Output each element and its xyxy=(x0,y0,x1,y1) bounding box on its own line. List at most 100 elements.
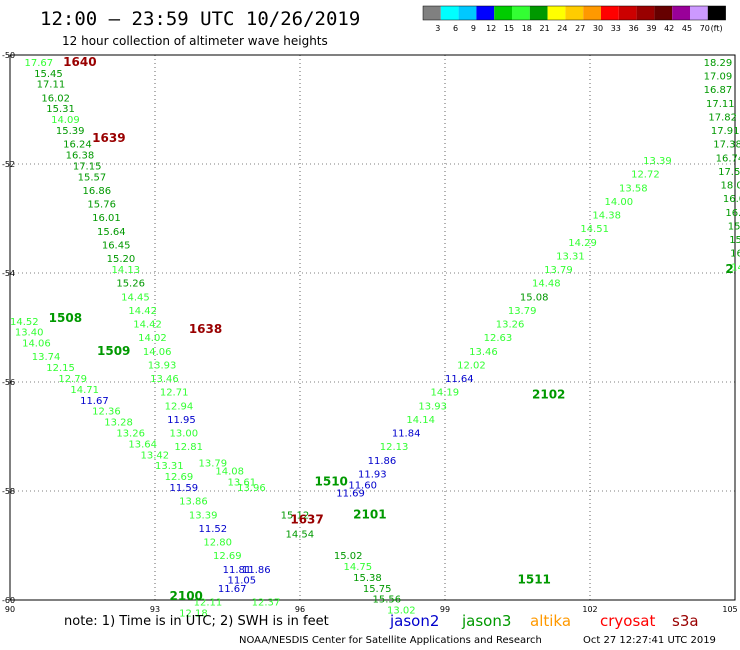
wave-height-point: 11.52 xyxy=(199,524,228,535)
wave-height-point: 17.38 xyxy=(713,140,740,151)
pass-label: 1638 xyxy=(189,322,222,336)
colorbar-tick-label: 15 xyxy=(504,24,514,33)
satellite-legend-jason2: jason2 xyxy=(389,612,439,630)
wave-height-colorbar: 3 6 9 12 15 18 21 24 27 30 33 36 39 42 45 70 (ft) xyxy=(422,5,726,33)
wave-height-point: 14.48 xyxy=(532,279,561,290)
wave-height-point: 14.38 xyxy=(592,211,621,222)
wave-height-point: 13.46 xyxy=(150,374,179,385)
wave-height-point: 14.14 xyxy=(406,415,435,426)
colorbar-swatch xyxy=(440,6,459,20)
longitude-tick-label: 93 xyxy=(150,605,160,614)
satellite-legend-jason3: jason3 xyxy=(461,612,511,630)
wave-height-point: 11.81 xyxy=(223,565,252,576)
wave-height-point: 13.39 xyxy=(643,156,672,167)
wave-height-point: 14.75 xyxy=(344,562,373,573)
wave-height-point: 11.95 xyxy=(167,415,196,426)
pass-labels: 1640 1639 1508 1638 1509 1510 2101 1637 2102 1511… xyxy=(49,55,734,603)
wave-height-point: 13.42 xyxy=(141,450,170,461)
wave-height-point: 14.45 xyxy=(121,292,150,303)
colorbar-tick-label: 36 xyxy=(629,24,639,33)
wave-height-point: 14.09 xyxy=(51,115,80,126)
wave-height-point: 13.93 xyxy=(148,360,177,371)
wave-height-point: 14.19 xyxy=(431,388,460,399)
wave-height-point: 13.31 xyxy=(155,461,184,472)
colorbar-border xyxy=(422,5,726,21)
wave-height-point: 12.02 xyxy=(457,360,486,371)
wave-height-point: 17.15 xyxy=(73,161,102,172)
wave-height-point: 13.46 xyxy=(469,347,498,358)
wave-height-point: 15.76 xyxy=(87,200,116,211)
wave-height-point: 14.54 xyxy=(286,529,315,540)
wave-height-point: 17.82 xyxy=(708,112,737,123)
colorbar-swatch xyxy=(547,6,566,20)
wave-height-point: 16.01 xyxy=(92,213,121,224)
wave-height-point: 13.79 xyxy=(544,265,573,276)
colorbar-swatch xyxy=(654,6,673,20)
colorbar-swatch xyxy=(690,6,708,20)
colorbar-tick-label: 33 xyxy=(611,24,621,33)
wave-height-point: 15.39 xyxy=(56,126,85,137)
wave-height-point: 13.93 xyxy=(418,401,447,412)
latitude-tick-label: -54 xyxy=(2,269,15,278)
colorbar-tick-label: 9 xyxy=(471,24,476,33)
longitude-tick-label: 96 xyxy=(295,605,305,614)
wave-height-point: 17.11 xyxy=(37,80,66,91)
footer-credit: NOAA/NESDIS Center for Satellite Applica… xyxy=(239,635,542,646)
wave-height-point: 14.02 xyxy=(138,333,167,344)
colorbar-swatch xyxy=(529,6,548,20)
wave-height-point: 17.5 xyxy=(718,167,740,178)
wave-height-point: 13.26 xyxy=(496,320,525,331)
colorbar-swatch xyxy=(565,6,584,20)
longitude-tick-label: 99 xyxy=(440,605,450,614)
wave-height-point: 16.02 xyxy=(41,93,70,104)
wave-height-point: 15.64 xyxy=(97,227,126,238)
wave-height-point: 12.71 xyxy=(160,388,189,399)
wave-height-point: 15.08 xyxy=(520,292,549,303)
wave-height-point: 12.37 xyxy=(252,597,281,608)
wave-height-point: 14 xyxy=(731,262,740,273)
wave-height-point: 17.67 xyxy=(25,58,54,69)
wave-height-point: 15.02 xyxy=(334,551,363,562)
wave-height-point: 11.67 xyxy=(80,396,109,407)
longitude-tick-label: 90 xyxy=(5,605,15,614)
wave-height-point: 15.56 xyxy=(373,595,402,606)
pass-label: 2100 xyxy=(170,589,203,603)
wave-height-points: 17.6715.4517.1116.0215.3114.0915.3916.24… xyxy=(10,58,740,619)
wave-height-point: 11.59 xyxy=(170,483,199,494)
wave-height-point: 12.80 xyxy=(203,538,232,549)
colorbar-swatch xyxy=(476,6,495,20)
wave-height-point: 15.12 xyxy=(281,510,310,521)
pass-label: 1508 xyxy=(49,311,82,325)
colorbar-swatch xyxy=(512,6,530,20)
wave-height-point: 16.38 xyxy=(66,151,95,162)
pass-label: 1639 xyxy=(92,131,125,145)
wave-height-point: 11.86 xyxy=(242,565,271,576)
wave-height-point: 16.0 xyxy=(723,194,740,205)
wave-height-point: 13.26 xyxy=(116,429,145,440)
wave-height-point: 18.0 xyxy=(721,181,740,192)
latitude-tick-label: -52 xyxy=(2,160,15,169)
wave-height-point: 13.39 xyxy=(189,510,218,521)
longitude-ticks: 90 93 96 99 102 105 xyxy=(5,605,738,614)
colorbar-swatch xyxy=(583,6,601,20)
wave-height-point: 16 xyxy=(730,249,740,260)
wave-height-point: 13.74 xyxy=(32,352,61,363)
colorbar-tick-label: 45 xyxy=(682,24,692,33)
wave-height-point: 11.67 xyxy=(218,584,247,595)
colorbar-tick-label: 70 xyxy=(700,24,710,33)
wave-height-point: 15.75 xyxy=(363,584,392,595)
pass-label: 1640 xyxy=(63,55,96,69)
pass-label: 1511 xyxy=(518,573,551,587)
wave-height-point: 14.42 xyxy=(133,320,162,331)
colorbar-swatch xyxy=(672,6,690,20)
wave-height-point: 17.91 xyxy=(711,126,740,137)
latitude-tick-label: -50 xyxy=(2,51,15,60)
colorbar-swatch xyxy=(636,6,655,20)
wave-height-point: 15. xyxy=(728,221,740,232)
wave-height-point: 15.20 xyxy=(107,254,136,265)
pass-label: 1510 xyxy=(315,475,348,489)
wave-height-point: 13.28 xyxy=(104,418,133,429)
latitude-ticks: -50 -52 -54 -56 -58 -60 xyxy=(2,51,15,605)
wave-height-point: 16.86 xyxy=(83,186,112,197)
